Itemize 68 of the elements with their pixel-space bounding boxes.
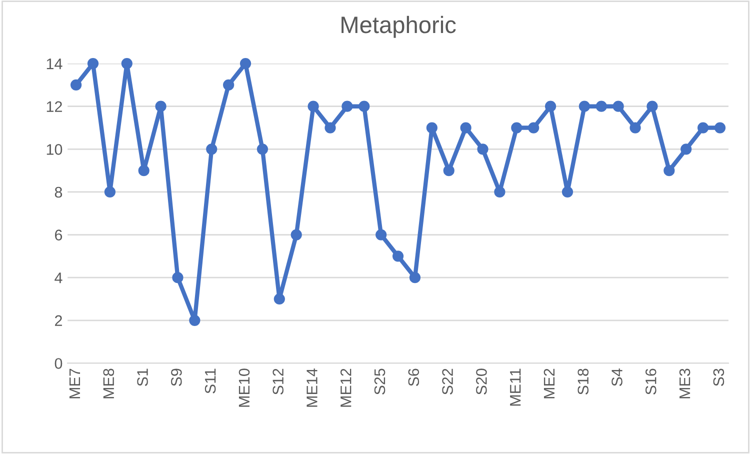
point xyxy=(104,186,116,198)
point xyxy=(223,79,234,91)
point xyxy=(290,229,302,240)
point xyxy=(646,100,658,112)
point xyxy=(630,122,641,134)
x-tick-label: ME10 xyxy=(238,368,250,407)
point xyxy=(664,165,675,176)
x-tick-label: ME7 xyxy=(70,368,80,398)
point xyxy=(409,272,421,284)
x-tick-label: S6 xyxy=(408,368,420,386)
point xyxy=(612,100,624,112)
point xyxy=(494,186,506,198)
chart-title: Metaphoric xyxy=(342,16,456,38)
x-tick-label: ME14 xyxy=(306,368,318,407)
y-tick-label: 4 xyxy=(54,272,62,284)
y-tick-label: 10 xyxy=(46,144,62,155)
point xyxy=(121,58,132,70)
point xyxy=(596,100,607,112)
point xyxy=(342,100,353,112)
x-tick-label: S3 xyxy=(713,368,724,386)
point xyxy=(240,58,252,70)
x-tick-label: ME11 xyxy=(510,368,521,406)
point xyxy=(578,100,590,112)
x-tick-label: S22 xyxy=(442,368,453,395)
point xyxy=(477,144,488,155)
point xyxy=(528,122,540,134)
x-tick-label: S11 xyxy=(204,368,216,394)
point xyxy=(443,165,454,176)
y-tick-label: 12 xyxy=(46,101,62,112)
point xyxy=(155,100,166,112)
point xyxy=(308,100,319,112)
x-tick-label: S18 xyxy=(578,368,589,395)
x-tick-label: S12 xyxy=(272,368,284,395)
point xyxy=(392,250,404,262)
y-tick-label: 2 xyxy=(55,315,62,326)
point xyxy=(206,144,218,155)
point xyxy=(358,100,370,112)
y-tick-label: 6 xyxy=(55,230,62,240)
point xyxy=(87,58,99,70)
x-tick-label: ME8 xyxy=(103,368,114,398)
point xyxy=(426,122,438,134)
x-tick-label: S1 xyxy=(137,368,148,386)
y-tick-label: 14 xyxy=(46,58,62,70)
point xyxy=(138,165,150,176)
point xyxy=(511,122,522,134)
point xyxy=(544,100,556,112)
point xyxy=(376,229,387,240)
x-tick-label: ME3 xyxy=(679,368,690,398)
x-tick-label: ME2 xyxy=(544,368,554,398)
point xyxy=(714,122,726,134)
point xyxy=(324,122,336,134)
x-tick-label: S25 xyxy=(374,368,386,395)
x-tick-label: S20 xyxy=(476,368,487,395)
x-tick-label: ME12 xyxy=(340,368,352,407)
point xyxy=(172,272,184,284)
x-tick-label: S9 xyxy=(171,368,182,386)
x-tick-label: S4 xyxy=(612,368,622,386)
point xyxy=(256,144,268,155)
point xyxy=(680,144,692,155)
point xyxy=(460,122,472,134)
point xyxy=(189,314,200,326)
point xyxy=(70,79,82,91)
x-tick-label: S16 xyxy=(645,368,656,395)
y-tick-label: 8 xyxy=(54,186,62,198)
y-tick-label: 0 xyxy=(54,358,62,369)
point xyxy=(274,293,285,305)
point xyxy=(697,122,709,134)
point xyxy=(562,186,574,198)
